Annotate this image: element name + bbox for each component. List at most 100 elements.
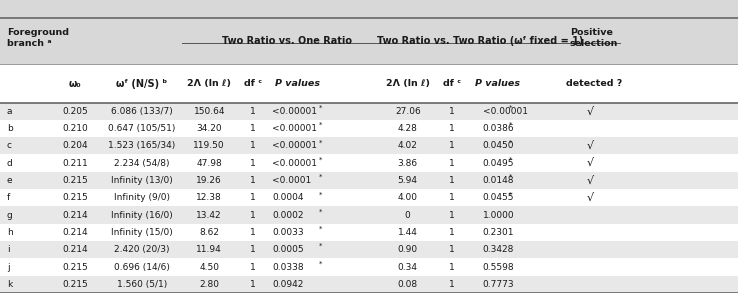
Text: 4.00: 4.00 <box>398 193 418 202</box>
Text: 2.234 (54/8): 2.234 (54/8) <box>114 159 170 168</box>
Text: 1: 1 <box>449 159 455 168</box>
Text: 0.0450: 0.0450 <box>483 141 514 150</box>
Text: 19.26: 19.26 <box>196 176 222 185</box>
Text: 1: 1 <box>250 124 255 133</box>
Text: 0.647 (105/51): 0.647 (105/51) <box>108 124 176 133</box>
Text: *: * <box>319 157 323 163</box>
Text: *: * <box>319 209 323 214</box>
Text: Foreground
branch ᵃ: Foreground branch ᵃ <box>7 28 69 48</box>
Text: j: j <box>7 263 10 272</box>
Text: 47.98: 47.98 <box>196 159 222 168</box>
Text: 27.06: 27.06 <box>395 107 421 116</box>
Text: 1.523 (165/34): 1.523 (165/34) <box>108 141 176 150</box>
Text: <0.00001: <0.00001 <box>272 124 317 133</box>
Text: 0.214: 0.214 <box>63 228 88 237</box>
Text: <0.00001: <0.00001 <box>483 107 528 116</box>
Text: 1: 1 <box>449 211 455 219</box>
Text: √: √ <box>587 158 594 168</box>
Text: *: * <box>509 105 513 111</box>
Text: 0.214: 0.214 <box>63 245 88 254</box>
Text: 1: 1 <box>250 228 255 237</box>
Bar <box>0 207 738 224</box>
Text: e: e <box>7 176 13 185</box>
Text: *: * <box>509 139 513 145</box>
Text: 1: 1 <box>449 124 455 133</box>
Text: 0.5598: 0.5598 <box>483 263 514 272</box>
Bar <box>0 241 738 258</box>
Text: 0.696 (14/6): 0.696 (14/6) <box>114 263 170 272</box>
Text: d: d <box>7 159 13 168</box>
Bar <box>0 172 738 189</box>
Text: Two Ratio vs. One Ratio: Two Ratio vs. One Ratio <box>221 36 352 46</box>
Text: √: √ <box>587 176 594 185</box>
Text: *: * <box>509 191 513 197</box>
Text: 13.42: 13.42 <box>196 211 222 219</box>
Text: 0.205: 0.205 <box>63 107 88 116</box>
Text: 0.0942: 0.0942 <box>272 280 304 289</box>
Text: 12.38: 12.38 <box>196 193 222 202</box>
Text: *: * <box>319 122 323 128</box>
Text: 0.0455: 0.0455 <box>483 193 514 202</box>
Text: 0.08: 0.08 <box>398 280 418 289</box>
Text: <0.0001: <0.0001 <box>272 176 311 185</box>
Text: 1: 1 <box>250 141 255 150</box>
Bar <box>0 137 738 154</box>
Text: 2Λ (ln ℓ): 2Λ (ln ℓ) <box>187 79 231 88</box>
Text: Infinity (16/0): Infinity (16/0) <box>111 211 173 219</box>
Text: *: * <box>509 174 513 180</box>
Text: Infinity (13/0): Infinity (13/0) <box>111 176 173 185</box>
Text: 8.62: 8.62 <box>199 228 219 237</box>
Text: *: * <box>319 260 323 267</box>
Text: <0.00001: <0.00001 <box>272 141 317 150</box>
Text: <0.00001: <0.00001 <box>272 107 317 116</box>
Text: 0.0002: 0.0002 <box>272 211 304 219</box>
Bar <box>0 154 738 172</box>
Text: i: i <box>7 245 10 254</box>
Text: 1: 1 <box>449 280 455 289</box>
Text: *: * <box>509 122 513 128</box>
Text: 11.94: 11.94 <box>196 245 222 254</box>
Text: 0.0004: 0.0004 <box>272 193 304 202</box>
Text: 6.086 (133/7): 6.086 (133/7) <box>111 107 173 116</box>
Text: 119.50: 119.50 <box>193 141 225 150</box>
Text: Positive
selection: Positive selection <box>570 28 618 48</box>
Text: 1: 1 <box>449 245 455 254</box>
Text: 1: 1 <box>250 280 255 289</box>
Text: 0.211: 0.211 <box>63 159 88 168</box>
Text: 0.2301: 0.2301 <box>483 228 514 237</box>
Text: h: h <box>7 228 13 237</box>
Text: 4.28: 4.28 <box>398 124 418 133</box>
Text: Two Ratio vs. Two Ratio (ωᶠ fixed = 1): Two Ratio vs. Two Ratio (ωᶠ fixed = 1) <box>376 36 583 46</box>
Text: 1: 1 <box>449 193 455 202</box>
Text: 0.215: 0.215 <box>63 193 88 202</box>
Text: *: * <box>319 243 323 249</box>
Text: 1.44: 1.44 <box>398 228 418 237</box>
Text: 1: 1 <box>449 107 455 116</box>
Text: 0.34: 0.34 <box>398 263 418 272</box>
Text: 0.210: 0.210 <box>63 124 88 133</box>
Text: 1: 1 <box>250 193 255 202</box>
Text: a: a <box>7 107 12 116</box>
Text: f: f <box>7 193 10 202</box>
Text: Infinity (9/0): Infinity (9/0) <box>114 193 170 202</box>
Text: 0.204: 0.204 <box>63 141 88 150</box>
Bar <box>0 189 738 207</box>
Bar <box>0 276 738 293</box>
Text: k: k <box>7 280 12 289</box>
Text: 0.3428: 0.3428 <box>483 245 514 254</box>
Text: 1: 1 <box>250 176 255 185</box>
Text: detected ?: detected ? <box>566 79 622 88</box>
Text: 0.0033: 0.0033 <box>272 228 304 237</box>
Text: g: g <box>7 211 13 219</box>
Text: 0.0005: 0.0005 <box>272 245 304 254</box>
Text: 0.215: 0.215 <box>63 263 88 272</box>
Text: P values: P values <box>275 79 320 88</box>
Text: 0.0386: 0.0386 <box>483 124 514 133</box>
Text: 0.0495: 0.0495 <box>483 159 514 168</box>
Text: 0.0148: 0.0148 <box>483 176 514 185</box>
Bar <box>0 103 738 120</box>
Bar <box>0 258 738 276</box>
Text: √: √ <box>587 193 594 203</box>
Text: 1.0000: 1.0000 <box>483 211 514 219</box>
Text: 0: 0 <box>405 211 410 219</box>
